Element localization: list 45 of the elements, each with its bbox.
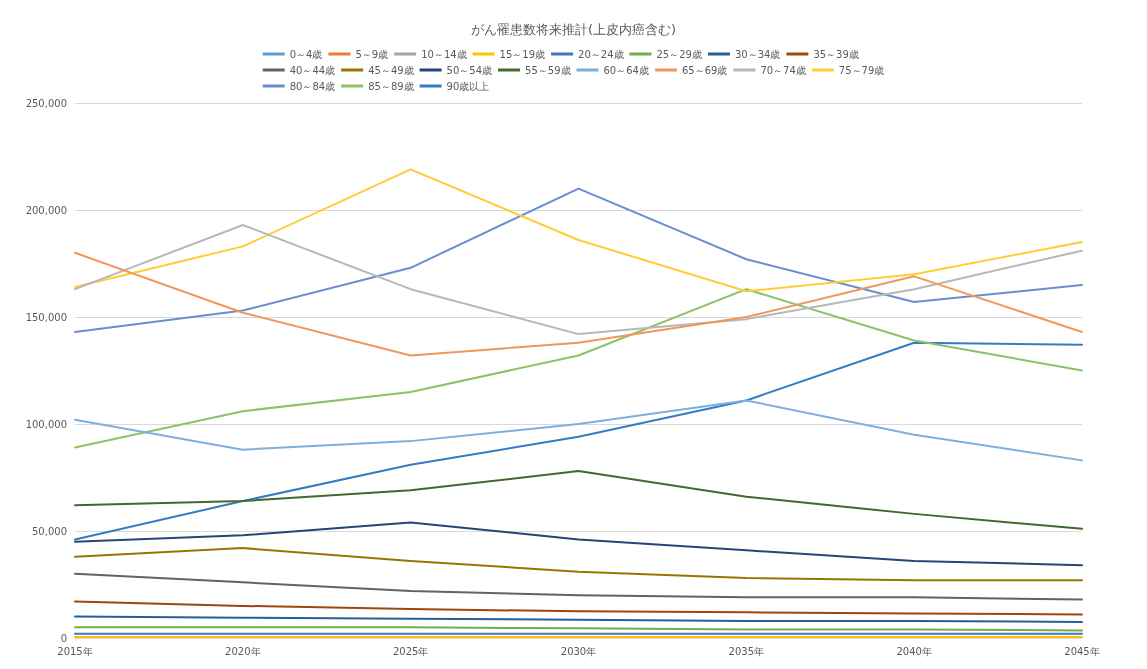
x-tick-label: 2040年 bbox=[896, 645, 932, 657]
legend-label: 25～29歳 bbox=[656, 48, 702, 60]
line-series bbox=[74, 521, 1083, 567]
line-series bbox=[74, 168, 1083, 293]
line-series bbox=[74, 223, 1083, 336]
y-tick-label: 0 bbox=[60, 632, 67, 644]
line-series bbox=[74, 572, 1083, 601]
line-series bbox=[74, 600, 1083, 616]
legend-label: 55～59歳 bbox=[525, 64, 571, 76]
x-tick-label: 2035年 bbox=[728, 645, 765, 657]
legend-label: 60～64歳 bbox=[603, 64, 649, 76]
legend-label: 45～49歳 bbox=[368, 64, 414, 76]
legend-label: 20～24歳 bbox=[578, 48, 624, 60]
legend-label: 40～44歳 bbox=[289, 64, 336, 76]
legend-label: 50～54歳 bbox=[446, 64, 493, 76]
y-tick-label: 50,000 bbox=[32, 525, 67, 537]
legend-label: 5～9歳 bbox=[355, 48, 389, 60]
line-series bbox=[74, 288, 1083, 449]
legend-label: 15～19歳 bbox=[499, 48, 546, 60]
legend-label: 70～74歳 bbox=[760, 64, 806, 76]
y-tick-label: 200,000 bbox=[25, 204, 67, 216]
legend-label: 90歳以上 bbox=[446, 80, 490, 92]
line-series bbox=[74, 341, 1083, 541]
x-tick-label: 2025年 bbox=[392, 645, 429, 657]
legend-label: 75～79歳 bbox=[838, 64, 885, 76]
legend-label: 65～69歳 bbox=[681, 64, 728, 76]
legend-label: 35～39歳 bbox=[813, 48, 859, 60]
line-series bbox=[74, 251, 1083, 357]
line-series bbox=[74, 399, 1083, 462]
x-tick-label: 2015年 bbox=[57, 645, 93, 657]
x-tick-label: 2030年 bbox=[560, 645, 597, 657]
legend-label: 10～14歳 bbox=[421, 48, 467, 60]
legend-label: 80～84歳 bbox=[289, 80, 336, 92]
y-tick-label: 250,000 bbox=[25, 97, 67, 109]
line-series bbox=[74, 547, 1083, 582]
legend-label: 0～4歳 bbox=[289, 48, 323, 60]
legend-label: 85～89歳 bbox=[368, 80, 414, 92]
x-tick-label: 2045年 bbox=[1064, 645, 1100, 657]
chart-title: がん罹患数将来推計(上皮内癌含む) bbox=[470, 22, 677, 37]
x-tick-label: 2020年 bbox=[225, 645, 261, 657]
line-series bbox=[74, 470, 1083, 530]
y-tick-label: 150,000 bbox=[25, 311, 67, 323]
y-tick-label: 100,000 bbox=[25, 418, 67, 430]
line-series bbox=[74, 187, 1083, 333]
legend-label: 30～34歳 bbox=[734, 48, 781, 60]
